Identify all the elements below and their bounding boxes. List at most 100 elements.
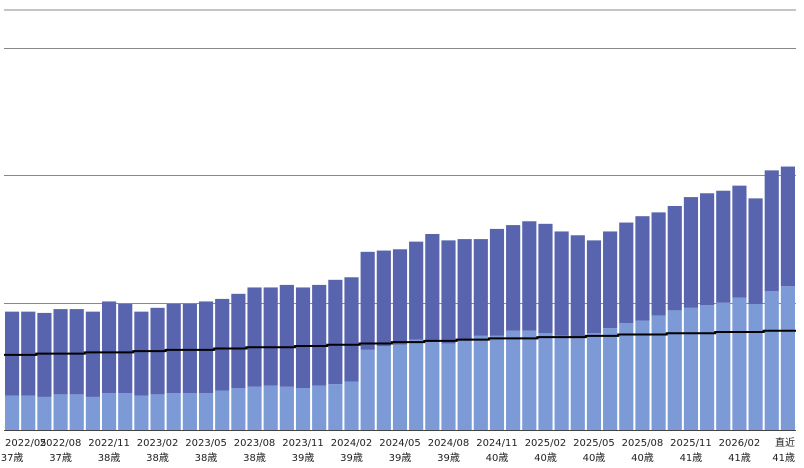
- bar-lower-5: [85, 396, 100, 430]
- bar-upper-21: [344, 277, 359, 382]
- bar-lower-34: [554, 335, 569, 430]
- tick-label-bottom-3: 38歳: [146, 452, 169, 464]
- bar-upper-16: [263, 287, 278, 386]
- bar-lower-32: [522, 330, 537, 430]
- bar-lower-7: [118, 393, 133, 430]
- tick-label-bottom-16: 41歳: [772, 452, 795, 464]
- bar-lower-2: [37, 396, 52, 430]
- bar-lower-16: [263, 385, 278, 430]
- tick-label-bottom-11: 40歳: [534, 452, 557, 464]
- tick-label-bottom-4: 38歳: [195, 452, 218, 464]
- bar-lower-22: [360, 349, 375, 430]
- tick-label-top-12: 2025/05: [573, 438, 615, 449]
- bar-lower-33: [538, 333, 553, 430]
- tick-label-bottom-10: 40歳: [486, 452, 509, 464]
- bar-upper-25: [409, 241, 424, 340]
- bar-upper-8: [134, 311, 149, 396]
- bar-lower-43: [700, 305, 715, 430]
- bar-upper-35: [570, 235, 585, 339]
- bar-upper-31: [506, 225, 521, 331]
- tick-label-bottom-1: 37歳: [49, 452, 72, 464]
- bar-lower-9: [150, 394, 165, 430]
- bar-lower-12: [198, 393, 214, 430]
- tick-label-top-9: 2024/08: [428, 438, 470, 449]
- bar-lower-21: [344, 381, 359, 430]
- bar-upper-10: [166, 304, 181, 394]
- bar-upper-30: [489, 228, 505, 336]
- bar-upper-39: [635, 216, 650, 321]
- bar-lower-24: [392, 344, 408, 430]
- bar-lower-30: [489, 335, 505, 430]
- bar-upper-36: [586, 240, 602, 334]
- bar-upper-41: [667, 206, 682, 311]
- bars: [5, 166, 795, 430]
- tick-label-bottom-14: 41歳: [680, 452, 703, 464]
- tick-label-top-1: 2022/08: [40, 438, 82, 449]
- bar-upper-19: [312, 284, 327, 386]
- bar-upper-26: [425, 234, 440, 343]
- bar-lower-17: [279, 386, 294, 430]
- bar-lower-15: [247, 386, 262, 430]
- tick-label-bottom-7: 39歳: [340, 452, 363, 464]
- bar-lower-29: [473, 335, 488, 430]
- bar-lower-19: [312, 385, 327, 430]
- bar-upper-33: [538, 223, 553, 334]
- bar-lower-14: [231, 388, 246, 430]
- bar-upper-38: [619, 222, 634, 324]
- bar-upper-40: [651, 212, 666, 316]
- bar-upper-4: [69, 309, 84, 395]
- bar-lower-0: [5, 395, 20, 430]
- tick-label-bottom-15: 41歳: [728, 452, 751, 464]
- bar-upper-27: [441, 240, 456, 344]
- bar-lower-42: [683, 307, 699, 430]
- tick-label-bottom-0: 37歳: [1, 452, 24, 464]
- bar-upper-48: [780, 166, 795, 287]
- bar-upper-20: [328, 279, 343, 385]
- bar-lower-26: [425, 342, 440, 430]
- bar-upper-42: [683, 197, 699, 308]
- bar-upper-32: [522, 221, 537, 331]
- x-tick-labels: 2022/0537歳2022/0837歳2022/1138歳2023/0238歳…: [1, 436, 795, 464]
- bar-upper-0: [5, 311, 20, 396]
- bar-upper-18: [295, 287, 311, 388]
- bar-upper-34: [554, 231, 569, 336]
- tick-label-top-5: 2023/08: [234, 438, 276, 449]
- bar-upper-2: [37, 312, 52, 397]
- bar-lower-27: [441, 343, 456, 430]
- tick-label-top-11: 2025/02: [525, 438, 567, 449]
- tick-label-bottom-6: 39歳: [292, 452, 315, 464]
- bar-lower-46: [748, 304, 763, 430]
- bar-upper-6: [101, 301, 117, 394]
- bar-upper-46: [748, 198, 763, 304]
- average-line: [4, 329, 796, 356]
- bar-lower-10: [166, 393, 181, 430]
- tick-label-top-14: 2025/11: [670, 438, 712, 449]
- bar-upper-45: [732, 185, 747, 298]
- tick-label-bottom-5: 38歳: [243, 452, 266, 464]
- bar-lower-18: [295, 388, 311, 430]
- bar-lower-45: [732, 297, 747, 430]
- bar-upper-15: [247, 287, 262, 387]
- tick-label-top-7: 2024/02: [331, 438, 373, 449]
- bar-upper-44: [716, 190, 731, 303]
- bar-upper-22: [360, 251, 375, 350]
- tick-label-top-16: 直近: [775, 436, 795, 449]
- bar-upper-43: [700, 193, 715, 306]
- tick-label-top-8: 2024/05: [379, 438, 421, 449]
- tick-label-bottom-13: 40歳: [631, 452, 654, 464]
- bar-lower-23: [376, 346, 391, 430]
- bar-lower-13: [215, 390, 230, 430]
- tick-label-top-6: 2023/11: [282, 438, 324, 449]
- bar-lower-25: [409, 339, 424, 430]
- bar-lower-6: [101, 393, 117, 430]
- tick-label-bottom-8: 39歳: [389, 452, 412, 464]
- tick-label-bottom-12: 40歳: [583, 452, 606, 464]
- bar-lower-20: [328, 384, 343, 430]
- bar-lower-37: [603, 328, 618, 430]
- bar-lower-1: [21, 395, 36, 430]
- tick-label-top-2: 2022/11: [88, 438, 130, 449]
- bar-lower-36: [586, 333, 602, 430]
- bar-upper-24: [392, 249, 408, 345]
- bar-lower-40: [651, 315, 666, 430]
- bar-upper-1: [21, 311, 36, 396]
